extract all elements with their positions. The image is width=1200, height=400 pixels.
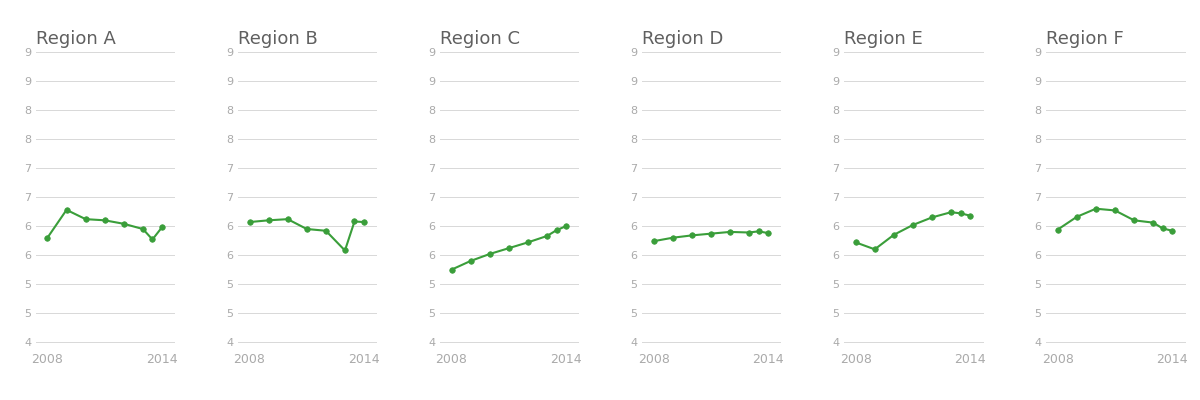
- Text: Region A: Region A: [36, 30, 116, 48]
- Text: Region D: Region D: [642, 30, 724, 48]
- Text: Region F: Region F: [1046, 30, 1124, 48]
- Text: Region C: Region C: [440, 30, 520, 48]
- Text: Region B: Region B: [238, 30, 318, 48]
- Text: Region E: Region E: [845, 30, 923, 48]
